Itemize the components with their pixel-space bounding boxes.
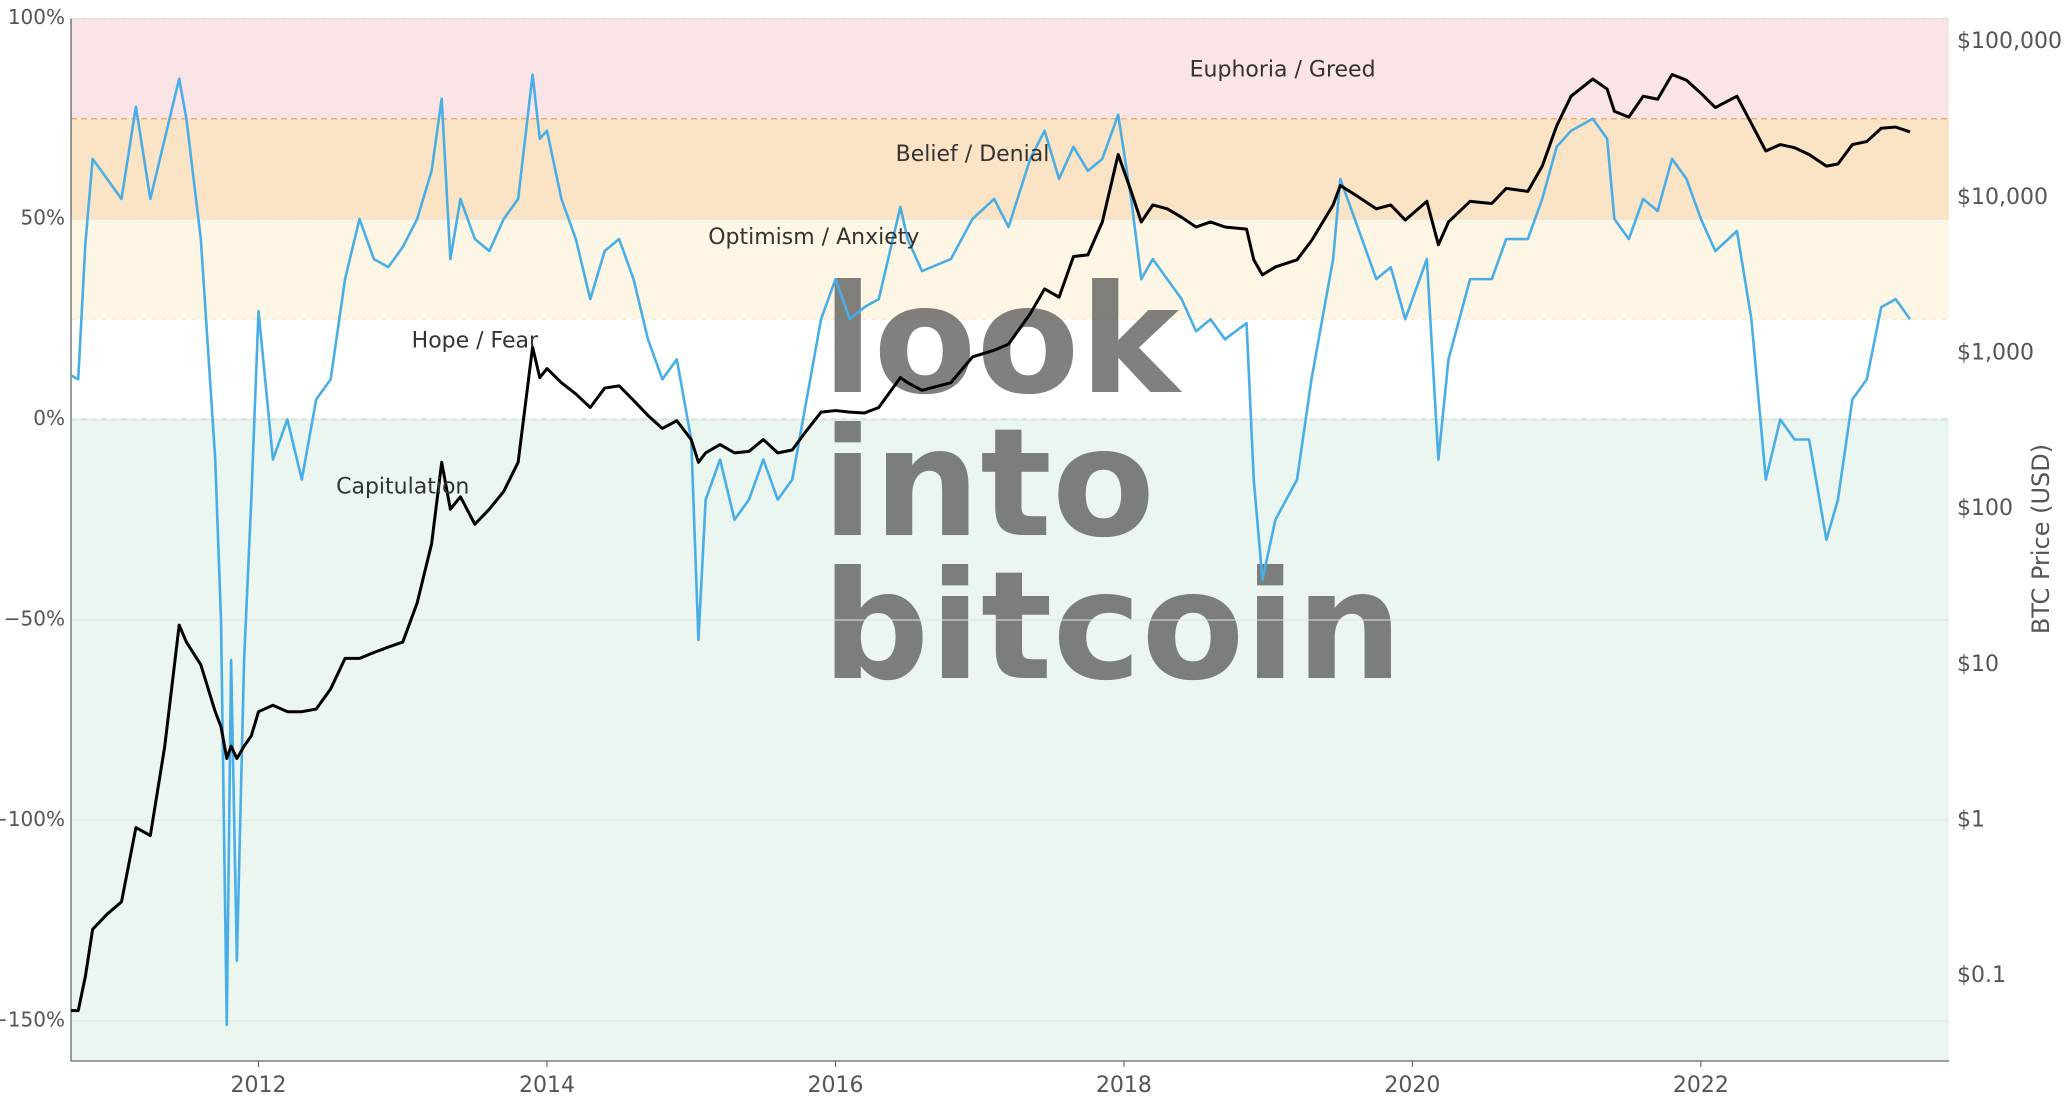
watermark-text: into (822, 397, 1155, 571)
band (71, 118, 1949, 219)
y-tick-label: −50% (4, 606, 65, 630)
y2-tick-label: $100,000 (1957, 29, 2062, 54)
band-label: Hope / Fear (412, 328, 539, 353)
y2-tick-label: $1,000 (1957, 341, 2034, 366)
y2-tick-label: $1 (1957, 807, 1985, 832)
band-label: Optimism / Anxiety (708, 225, 919, 250)
y-tick-label: −100% (0, 807, 65, 831)
series-line (70, 73, 1912, 1027)
x-tick-label: 2012 (231, 1073, 287, 1098)
x-tick-label: 2020 (1384, 1073, 1440, 1098)
bands (71, 17, 1949, 1061)
y2-tick-label: $100 (1957, 496, 2013, 521)
y-tick-label: −150% (0, 1007, 65, 1031)
y-tick-label: 50% (21, 205, 65, 229)
y2-tick-label: $0.1 (1957, 963, 2006, 988)
y-tick-label: 100% (8, 5, 65, 29)
band (71, 218, 1949, 320)
band (71, 319, 1949, 420)
band (71, 419, 1949, 1061)
y2-axis-title: BTC Price (USD) (2027, 444, 2055, 634)
y2-tick-label: $10,000 (1957, 185, 2048, 210)
band-label: Capitulation (336, 474, 469, 499)
band-label: Euphoria / Greed (1190, 58, 1376, 83)
x-tick-label: 2018 (1096, 1073, 1152, 1098)
lines (70, 73, 1912, 1027)
band (71, 18, 1949, 119)
y-tick-label: 0% (33, 406, 65, 430)
labels: Euphoria / Greed Belief / Denial Optimism … (0, 5, 2062, 1098)
band-label: Belief / Denial (896, 142, 1050, 167)
x-tick-label: 2016 (807, 1073, 863, 1098)
x-tick-label: 2014 (519, 1073, 575, 1098)
x-tick-label: 2022 (1673, 1073, 1729, 1098)
y2-tick-label: $10 (1957, 652, 1999, 677)
series-line (71, 73, 1911, 1013)
watermark-text: bitcoin (822, 540, 1403, 714)
